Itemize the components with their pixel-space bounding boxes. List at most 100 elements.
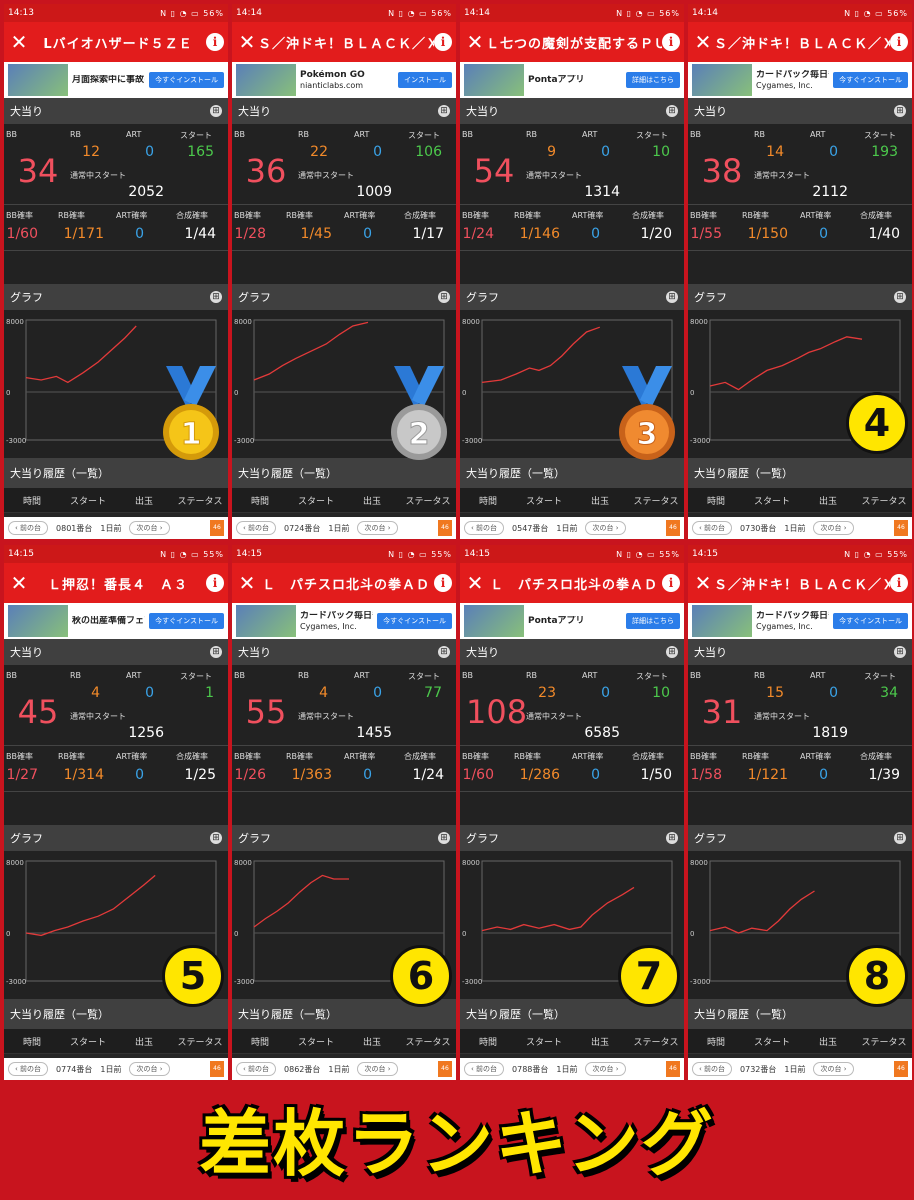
battery-level: 55% <box>431 549 452 559</box>
graph-section-header[interactable]: グラフ ⊞ <box>688 825 912 851</box>
close-icon[interactable]: ✕ <box>238 571 256 595</box>
ad-banner[interactable]: Pontaアプリ 詳細はこちら <box>460 603 684 639</box>
graph-section-header[interactable]: グラフ ⊞ <box>688 284 912 310</box>
grid-icon[interactable]: ⊞ <box>666 105 678 117</box>
ad-banner[interactable]: Pontaアプリ 詳細はこちら <box>460 62 684 98</box>
grid-icon[interactable]: ⊞ <box>438 291 450 303</box>
grid-icon[interactable]: ⊞ <box>210 105 222 117</box>
prev-machine-button[interactable]: ‹ 前の台 <box>8 521 49 535</box>
jackpot-section-header[interactable]: 大当り ⊞ <box>4 98 228 124</box>
close-icon[interactable]: ✕ <box>466 30 484 54</box>
close-icon[interactable]: ✕ <box>694 30 712 54</box>
prev-machine-button[interactable]: ‹ 前の台 <box>236 1062 277 1076</box>
graph-svg: 8000 0 -3000 <box>6 859 217 986</box>
jackpot-section-header[interactable]: 大当り ⊞ <box>232 98 456 124</box>
ad-cta-button[interactable]: 今すぐインストール <box>149 72 224 88</box>
close-icon[interactable]: ✕ <box>466 571 484 595</box>
title-bar: ✕ Ｌ パチスロ北斗の拳ＡＤ i <box>232 563 456 603</box>
jackpot-section-header[interactable]: 大当り ⊞ <box>688 98 912 124</box>
jackpot-section-header[interactable]: 大当り ⊞ <box>688 639 912 665</box>
ad-banner[interactable]: カードパック毎日もらえるCygames, Inc. 今すぐインストール <box>232 603 456 639</box>
next-machine-button[interactable]: 次の台 › <box>357 1062 398 1076</box>
ad-cta-button[interactable]: 今すぐインストール <box>833 613 908 629</box>
grid-icon[interactable]: ⊞ <box>210 832 222 844</box>
grid-icon[interactable]: ⊞ <box>438 105 450 117</box>
next-machine-button[interactable]: 次の台 › <box>813 521 854 535</box>
title-bar: ✕ Ｓ／沖ドキ！ＢＬＡＣＫ／Ｘ… i <box>688 563 912 603</box>
close-icon[interactable]: ✕ <box>694 571 712 595</box>
grid-icon[interactable]: ⊞ <box>666 646 678 658</box>
grid-icon[interactable]: ⊞ <box>894 105 906 117</box>
history-section-header[interactable]: 大当り履歴（一覧） <box>460 458 684 488</box>
ad-cta-button[interactable]: 詳細はこちら <box>626 72 680 88</box>
grid-icon[interactable]: ⊞ <box>666 832 678 844</box>
vibrate-icon: ▯ <box>626 8 633 18</box>
graph-section-header[interactable]: グラフ ⊞ <box>4 825 228 851</box>
graph-section-header[interactable]: グラフ ⊞ <box>232 825 456 851</box>
days-ago: 1日前 <box>784 1064 806 1074</box>
ad-cta-button[interactable]: 今すぐインストール <box>833 72 908 88</box>
grid-icon[interactable]: ⊞ <box>894 291 906 303</box>
grid-icon[interactable]: ⊞ <box>210 291 222 303</box>
ad-cta-button[interactable]: インストール <box>398 72 452 88</box>
prev-machine-button[interactable]: ‹ 前の台 <box>464 1062 505 1076</box>
history-section-header[interactable]: 大当り履歴（一覧） <box>4 999 228 1029</box>
jackpot-section-header[interactable]: 大当り ⊞ <box>460 98 684 124</box>
row-divider <box>688 745 912 746</box>
ad-banner[interactable]: カードパック毎日もらえるCygames, Inc. 今すぐインストール <box>688 62 912 98</box>
ad-cta-button[interactable]: 今すぐインストール <box>377 613 452 629</box>
ad-banner[interactable]: 秋の出産準備フェア 今すぐインストール <box>4 603 228 639</box>
jackpot-section-header[interactable]: 大当り ⊞ <box>4 639 228 665</box>
close-icon[interactable]: ✕ <box>10 30 28 54</box>
history-section-header[interactable]: 大当り履歴（一覧） <box>232 458 456 488</box>
history-section-header[interactable]: 大当り履歴（一覧） <box>688 458 912 488</box>
next-machine-button[interactable]: 次の台 › <box>813 1062 854 1076</box>
next-machine-button[interactable]: 次の台 › <box>585 521 626 535</box>
rb-label: RB <box>754 671 766 680</box>
jackpot-section-header[interactable]: 大当り ⊞ <box>460 639 684 665</box>
wifi-icon: ◔ <box>407 549 416 559</box>
status-time: 14:15 <box>236 549 262 559</box>
info-icon[interactable]: i <box>206 574 224 592</box>
grid-icon[interactable]: ⊞ <box>210 646 222 658</box>
art-count: 0 <box>829 144 838 160</box>
info-icon[interactable]: i <box>434 33 452 51</box>
close-icon[interactable]: ✕ <box>238 30 256 54</box>
grid-icon[interactable]: ⊞ <box>894 646 906 658</box>
close-icon[interactable]: ✕ <box>10 571 28 595</box>
info-icon[interactable]: i <box>662 574 680 592</box>
machine-title: Ｌ パチスロ北斗の拳ＡＤ <box>261 577 430 593</box>
prev-machine-button[interactable]: ‹ 前の台 <box>692 521 733 535</box>
next-machine-button[interactable]: 次の台 › <box>129 1062 170 1076</box>
ad-cta-button[interactable]: 詳細はこちら <box>626 613 680 629</box>
row-divider <box>460 791 684 792</box>
next-machine-button[interactable]: 次の台 › <box>585 1062 626 1076</box>
info-icon[interactable]: i <box>890 33 908 51</box>
next-machine-button[interactable]: 次の台 › <box>357 521 398 535</box>
graph-section-header[interactable]: グラフ ⊞ <box>460 284 684 310</box>
graph-section-header[interactable]: グラフ ⊞ <box>460 825 684 851</box>
info-icon[interactable]: i <box>434 574 452 592</box>
jackpot-section-header[interactable]: 大当り ⊞ <box>232 639 456 665</box>
ad-banner[interactable]: 月面探索中に事故に遭って… 今すぐインストール <box>4 62 228 98</box>
prev-machine-button[interactable]: ‹ 前の台 <box>8 1062 49 1076</box>
grid-icon[interactable]: ⊞ <box>438 646 450 658</box>
prev-machine-button[interactable]: ‹ 前の台 <box>236 521 277 535</box>
graph-section-header[interactable]: グラフ ⊞ <box>232 284 456 310</box>
info-icon[interactable]: i <box>662 33 680 51</box>
grid-icon[interactable]: ⊞ <box>438 832 450 844</box>
grid-icon[interactable]: ⊞ <box>666 291 678 303</box>
graph-section-header[interactable]: グラフ ⊞ <box>4 284 228 310</box>
next-machine-button[interactable]: 次の台 › <box>129 521 170 535</box>
grid-icon[interactable]: ⊞ <box>894 832 906 844</box>
history-section-header[interactable]: 大当り履歴（一覧） <box>4 458 228 488</box>
days-ago: 1日前 <box>556 523 578 533</box>
ad-banner[interactable]: カードパック毎日もらえるCygames, Inc. 今すぐインストール <box>688 603 912 639</box>
ad-cta-button[interactable]: 今すぐインストール <box>149 613 224 629</box>
prev-machine-button[interactable]: ‹ 前の台 <box>464 521 505 535</box>
ad-banner[interactable]: Pokémon GO nianticlabs.com インストール <box>232 62 456 98</box>
info-icon[interactable]: i <box>890 574 908 592</box>
prev-machine-button[interactable]: ‹ 前の台 <box>692 1062 733 1076</box>
ad-title: カードパック毎日もらえる <box>300 610 373 621</box>
info-icon[interactable]: i <box>206 33 224 51</box>
